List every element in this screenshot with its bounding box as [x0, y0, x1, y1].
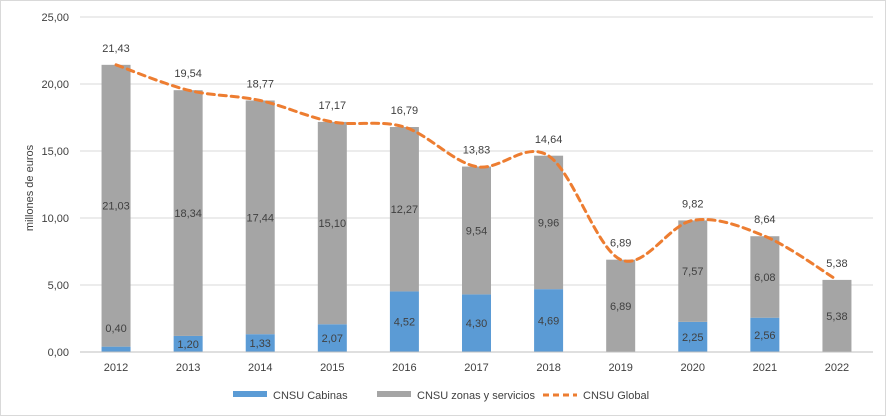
x-tick-label: 2016: [392, 362, 416, 374]
data-label-zonas: 7,57: [682, 266, 703, 278]
bar-zonas: [462, 166, 491, 295]
x-tick-label: 2018: [536, 362, 560, 374]
data-label-cabinas: 1,20: [177, 339, 198, 351]
data-label-zonas: 6,08: [754, 272, 775, 284]
data-label-global: 17,17: [319, 100, 347, 112]
x-tick-label: 2022: [825, 362, 849, 374]
x-tick-label: 2013: [176, 362, 200, 374]
bar-cabinas: [101, 346, 131, 352]
legend-label: CNSU zonas y servicios: [417, 390, 535, 402]
y-tick-label: 5,00: [48, 280, 69, 292]
bar-cabinas: [317, 324, 347, 352]
data-label-cabinas: 2,25: [682, 332, 703, 344]
x-tick-label: 2014: [248, 362, 272, 374]
bar-zonas: [678, 220, 708, 322]
legend-label: CNSU Global: [583, 390, 649, 402]
data-label-cabinas: 1,33: [250, 338, 271, 350]
data-label-zonas: 12,27: [391, 204, 419, 216]
data-label-global: 5,38: [826, 258, 847, 270]
global-line: [114, 63, 839, 282]
global-line-path: [114, 63, 839, 282]
data-label-cabinas: 0,40: [105, 323, 126, 335]
data-label-zonas: 21,03: [102, 201, 130, 213]
gridlines: [80, 16, 873, 286]
bar-zonas: [534, 155, 564, 290]
data-label-cabinas: 4,69: [538, 316, 559, 328]
x-tick-label: 2019: [608, 362, 632, 374]
data-label-global: 18,77: [246, 78, 274, 90]
data-label-zonas: 15,10: [319, 218, 347, 230]
data-label-global: 8,64: [754, 214, 775, 226]
data-label-global: 13,83: [463, 145, 491, 157]
y-axis-ticks: 0,00 5,00 10,00 15,00 20,00 25,00: [41, 12, 69, 359]
bar-zonas: [389, 127, 419, 292]
data-label-zonas: 6,89: [610, 301, 631, 313]
y-axis-label: millones de euros: [24, 144, 36, 231]
y-tick-label: 10,00: [41, 213, 69, 225]
data-label-cabinas: 4,30: [466, 318, 487, 330]
legend: CNSU Cabinas CNSU zonas y servicios CNSU G…: [233, 390, 649, 402]
bar-zonas: [606, 259, 636, 352]
data-label-global: 19,54: [174, 68, 202, 80]
x-tick-label: 2017: [464, 362, 488, 374]
bar-cabinas: [462, 294, 491, 352]
bar-zonas: [317, 121, 347, 325]
data-label-global: 16,79: [391, 105, 419, 117]
y-tick-label: 0,00: [48, 347, 69, 359]
bar-cabinas: [678, 321, 708, 352]
data-label-zonas: 9,54: [466, 225, 487, 237]
y-tick-label: 20,00: [41, 79, 69, 91]
data-label-cabinas: 2,07: [322, 333, 343, 345]
legend-swatch: [233, 391, 267, 397]
data-label-global: 14,64: [535, 134, 563, 146]
data-label-zonas: 18,34: [174, 208, 202, 220]
legend-label: CNSU Cabinas: [273, 390, 348, 402]
legend-swatch: [377, 391, 411, 397]
data-label-zonas: 9,96: [538, 217, 559, 229]
bar-zonas: [245, 100, 275, 335]
x-tick-label: 2021: [753, 362, 777, 374]
data-label-zonas: 5,38: [826, 311, 847, 323]
bar-cabinas: [389, 291, 419, 352]
bar-zonas: [101, 64, 131, 347]
data-labels: 0,40 21,03 1,20 18,34 1,33 17,44 2,07 15,10 4,52…: [102, 43, 847, 351]
bar-cabinas: [750, 317, 780, 352]
data-label-cabinas: 4,52: [394, 317, 415, 329]
data-label-global: 21,43: [102, 43, 130, 55]
bar-cabinas: [173, 335, 203, 352]
y-tick-label: 15,00: [41, 146, 69, 158]
y-tick-label: 25,00: [41, 12, 69, 24]
data-label-global: 9,82: [682, 198, 703, 210]
x-axis: 2012 2013 2014 2015 2016 2017 2018 2019 2020 2021…: [80, 351, 873, 374]
x-tick-label: 2020: [681, 362, 705, 374]
bar-zonas: [173, 90, 203, 336]
data-label-zonas: 17,44: [246, 212, 274, 224]
x-tick-label: 2015: [320, 362, 344, 374]
x-tick-label: 2012: [104, 362, 128, 374]
bar-cabinas: [534, 289, 564, 352]
data-label-cabinas: 2,56: [754, 330, 775, 342]
bar-zonas: [822, 279, 852, 352]
bars: [101, 64, 852, 352]
data-label-global: 6,89: [610, 238, 631, 250]
bar-zonas: [750, 236, 780, 318]
bar-cabinas: [245, 334, 275, 352]
